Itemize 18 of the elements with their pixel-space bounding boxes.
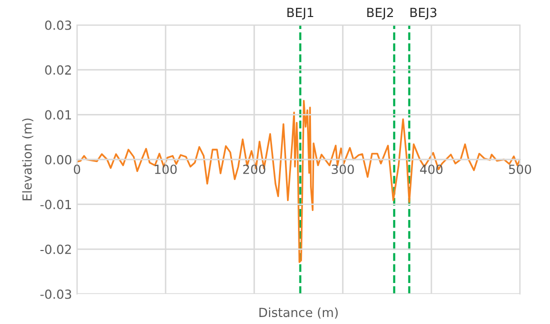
y-tick-label: 0.00	[45, 154, 72, 164]
x-axis-title: Distance (m)	[259, 307, 338, 319]
y-tick-label: -0.02	[40, 244, 71, 254]
y-tick-label: 0.03	[45, 20, 72, 30]
y-axis-title: Elevation (m)	[22, 118, 34, 200]
x-tick-label: 300	[332, 164, 354, 174]
y-tick-label: 0.01	[45, 110, 71, 120]
y-tick-label: -0.03	[40, 289, 72, 299]
x-tick-label: 200	[243, 164, 266, 174]
x-tick-label: 100	[155, 164, 177, 174]
ref-line-label: BEJ2	[367, 8, 393, 20]
x-tick-label: 400	[420, 164, 442, 174]
y-tick-label: 0.02	[45, 65, 71, 75]
ref-line-label: BEJ3	[410, 8, 436, 20]
x-tick-label: 500	[509, 164, 532, 174]
ref-line-label: BEJ1	[287, 8, 314, 20]
x-tick-label: 0	[74, 164, 80, 174]
y-tick-label: -0.01	[40, 200, 71, 210]
